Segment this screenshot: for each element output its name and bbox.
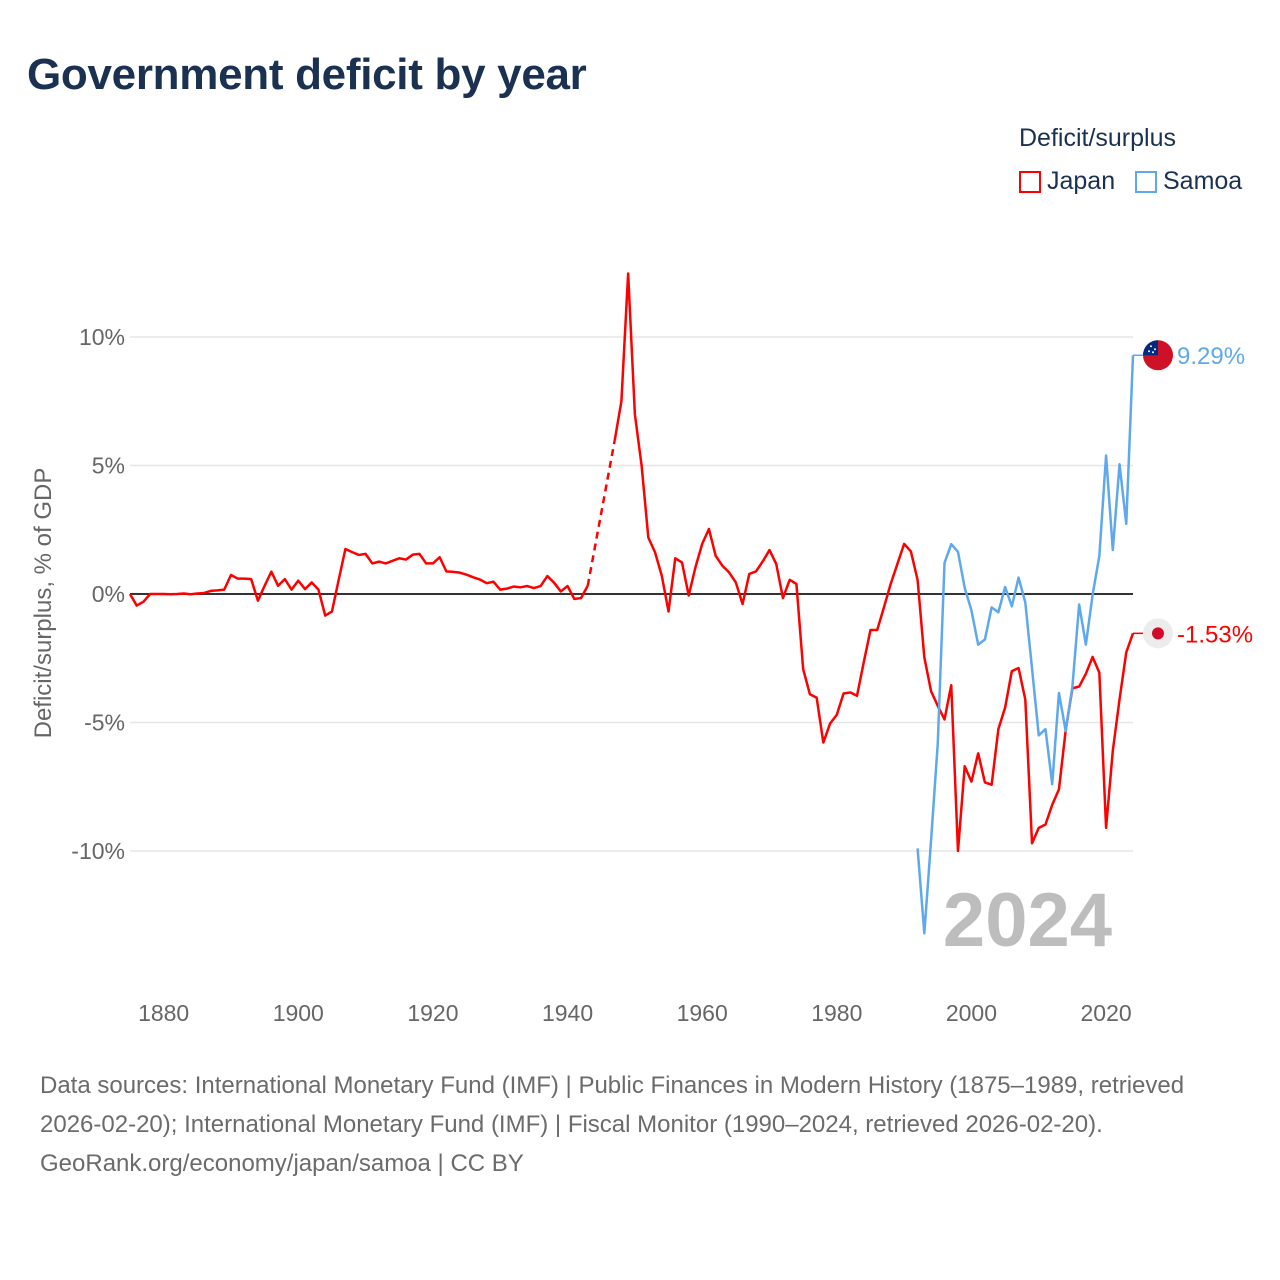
data-sources: Data sources: International Monetary Fun…: [40, 1072, 1185, 1138]
japan-flag-disc: [1152, 627, 1164, 640]
star-icon: [1152, 351, 1154, 354]
y-tick-label: 10%: [79, 324, 125, 350]
legend-swatch-samoa: [1135, 170, 1157, 193]
series-line-samoa: [916, 355, 1135, 935]
year-watermark: 2024: [943, 878, 1112, 963]
end-markers: -1.53% 9.29%: [1133, 340, 1253, 649]
x-tick-label: 2000: [946, 1000, 997, 1026]
y-tick-label: 0%: [92, 581, 125, 607]
star-icon: [1154, 348, 1156, 351]
y-axis-label: Deficit/surplus, % of GDP: [30, 468, 57, 739]
chart-title: Government deficit by year: [27, 50, 587, 99]
x-tick-label: 1920: [407, 1000, 458, 1026]
end-value-label-japan: -1.53%: [1177, 621, 1253, 648]
y-axis-ticks: 10% 5% 0% -5% -10%: [71, 324, 125, 864]
legend-item-samoa[interactable]: Samoa: [1135, 167, 1242, 196]
legend-label-japan: Japan: [1047, 167, 1116, 195]
x-tick-label: 1960: [677, 1000, 728, 1026]
series-line-japan: [613, 272, 1135, 853]
x-tick-label: 1940: [542, 1000, 593, 1026]
credit-link[interactable]: GeoRank.org/economy/japan/samoa | CC BY: [40, 1150, 524, 1177]
star-icon: [1148, 350, 1150, 353]
samoa-flag-canton: [1143, 340, 1158, 356]
y-tick-label: -5%: [84, 710, 125, 736]
x-tick-label: 2020: [1080, 1000, 1131, 1026]
x-tick-label: 1880: [138, 1000, 189, 1026]
x-tick-label: 1980: [811, 1000, 862, 1026]
legend-swatch-japan: [1019, 170, 1041, 193]
series-gap-japan: [586, 440, 616, 587]
end-value-label-samoa: 9.29%: [1177, 343, 1245, 370]
x-tick-label: 1900: [273, 1000, 324, 1026]
series-line-japan: [128, 547, 589, 617]
star-icon: [1150, 345, 1152, 348]
y-tick-label: 5%: [92, 453, 125, 479]
legend-item-japan[interactable]: Japan: [1019, 167, 1115, 196]
footer: Data sources: International Monetary Fun…: [40, 1066, 1240, 1183]
y-tick-label: -10%: [71, 838, 125, 864]
legend-title: Deficit/surplus: [1019, 124, 1176, 152]
series-lines: [128, 272, 1135, 935]
x-axis-ticks: 1880 1900 1920 1940 1960 1980 2000 2020: [138, 1000, 1132, 1026]
legend-label-samoa: Samoa: [1163, 167, 1243, 195]
